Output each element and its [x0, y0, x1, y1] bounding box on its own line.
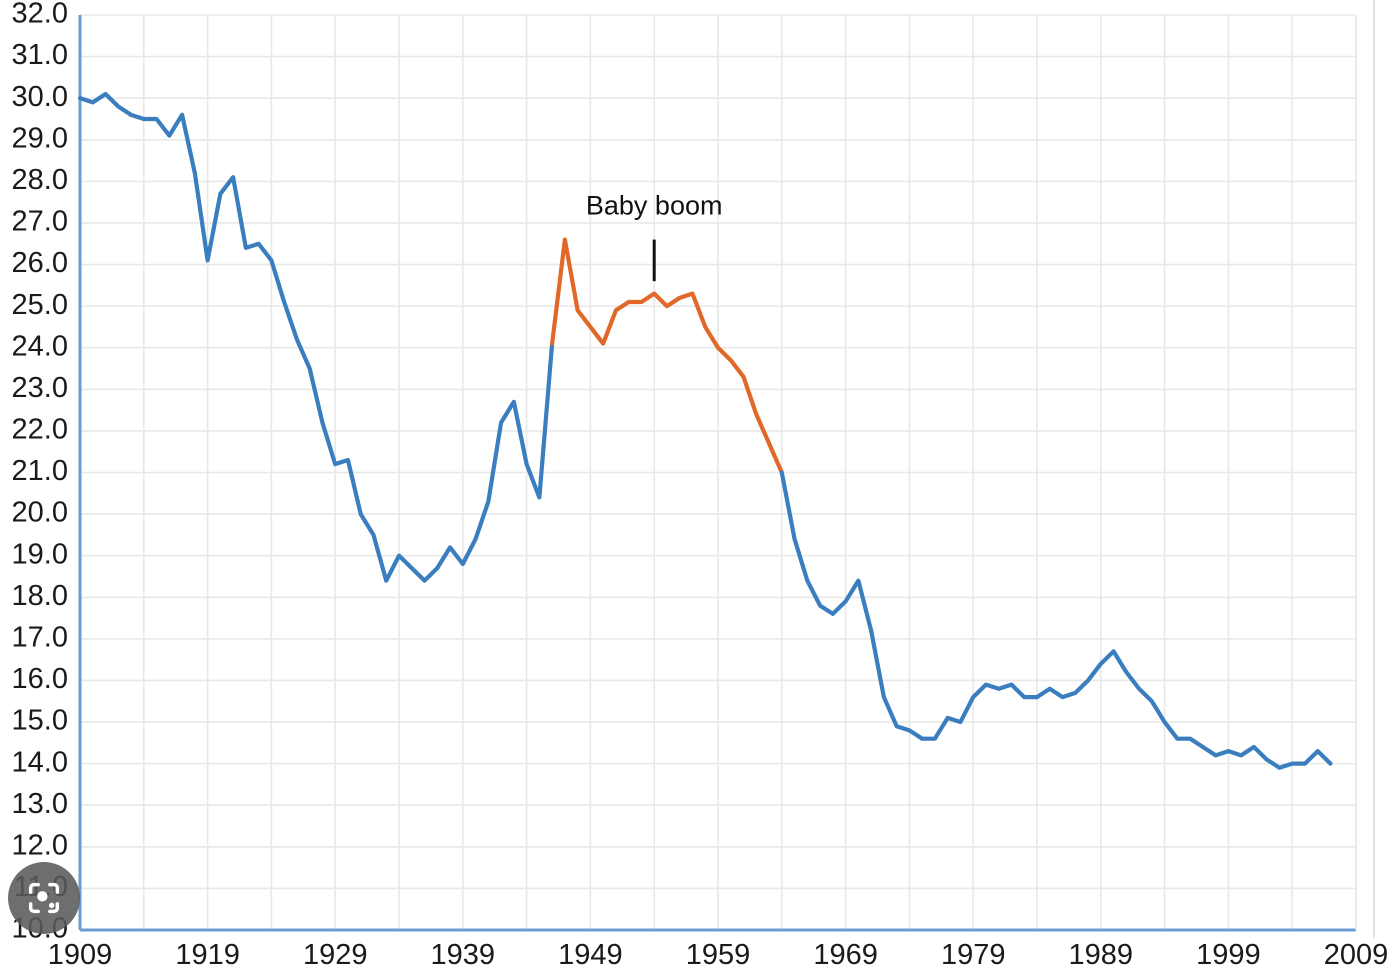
y-tick-label: 14.0: [12, 746, 68, 778]
x-tick-label: 1949: [558, 939, 623, 971]
y-tick-label: 32.0: [12, 0, 68, 30]
y-tick-label: 18.0: [12, 580, 68, 612]
y-tick-label: 13.0: [12, 788, 68, 820]
x-tick-label: 1919: [175, 939, 240, 971]
x-tick-label: 2009: [1324, 939, 1389, 971]
vertical-gridlines: [79, 15, 1357, 930]
data-series: [77, 91, 1333, 770]
series-line-0: [77, 91, 555, 583]
x-tick-label: 1979: [941, 939, 1006, 971]
google-lens-icon: [28, 882, 60, 914]
y-tick-label: 20.0: [12, 497, 68, 529]
y-tick-label: 22.0: [12, 414, 68, 446]
google-lens-button[interactable]: [8, 862, 80, 934]
y-tick-label: 12.0: [12, 829, 68, 861]
x-tick-label: 1989: [1069, 939, 1134, 971]
y-tick-label: 16.0: [12, 663, 68, 695]
y-tick-label: 21.0: [12, 455, 68, 487]
y-tick-label: 31.0: [12, 39, 68, 71]
chart-annotations: Baby boom: [586, 191, 723, 282]
x-axis-tick-labels: 1909 1919 1929 1939 1949 1959 1969 1979 1989 1999…: [48, 939, 1389, 971]
series-line-2: [779, 470, 1333, 770]
y-tick-label: 27.0: [12, 206, 68, 238]
axis-lines: [78, 0, 1375, 938]
y-tick-label: 19.0: [12, 538, 68, 570]
x-tick-label: 1909: [48, 939, 113, 971]
y-tick-label: 30.0: [12, 81, 68, 113]
y-tick-label: 23.0: [12, 372, 68, 404]
x-tick-label: 1929: [303, 939, 368, 971]
y-tick-label: 17.0: [12, 622, 68, 654]
x-tick-label: 1999: [1196, 939, 1261, 971]
x-tick-label: 1969: [813, 939, 878, 971]
y-tick-label: 28.0: [12, 164, 68, 196]
y-tick-label: 26.0: [12, 247, 68, 279]
y-tick-label: 24.0: [12, 330, 68, 362]
series-line-1: [550, 237, 784, 475]
y-tick-label: 29.0: [12, 122, 68, 154]
x-tick-label: 1959: [686, 939, 751, 971]
y-tick-label: 15.0: [12, 705, 68, 737]
annotation-label: Baby boom: [586, 191, 723, 221]
y-axis-tick-labels: 10.011.012.013.014.015.016.017.018.019.0…: [12, 0, 68, 945]
y-tick-label: 25.0: [12, 289, 68, 321]
x-tick-label: 1939: [431, 939, 496, 971]
